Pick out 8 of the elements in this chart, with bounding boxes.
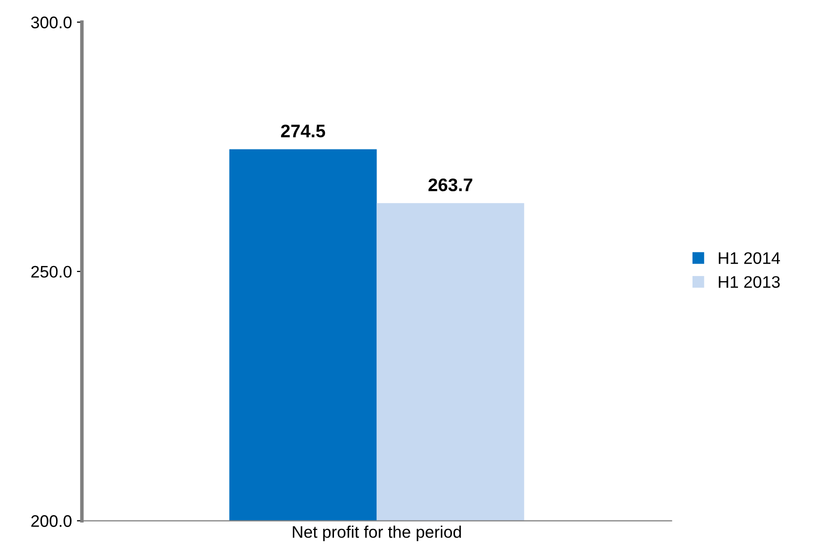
legend-label: H1 2014 — [718, 252, 780, 264]
data-label: 274.5 — [281, 124, 326, 138]
data-label: 263.7 — [428, 178, 472, 192]
legend-label: H1 2013 — [718, 276, 780, 288]
y-tick-label: 300.0 — [31, 16, 72, 28]
y-tick-label: 250.0 — [31, 266, 72, 278]
y-tick-label: 200.0 — [31, 515, 72, 527]
x-tick-label: Net profit for the period — [292, 526, 461, 542]
